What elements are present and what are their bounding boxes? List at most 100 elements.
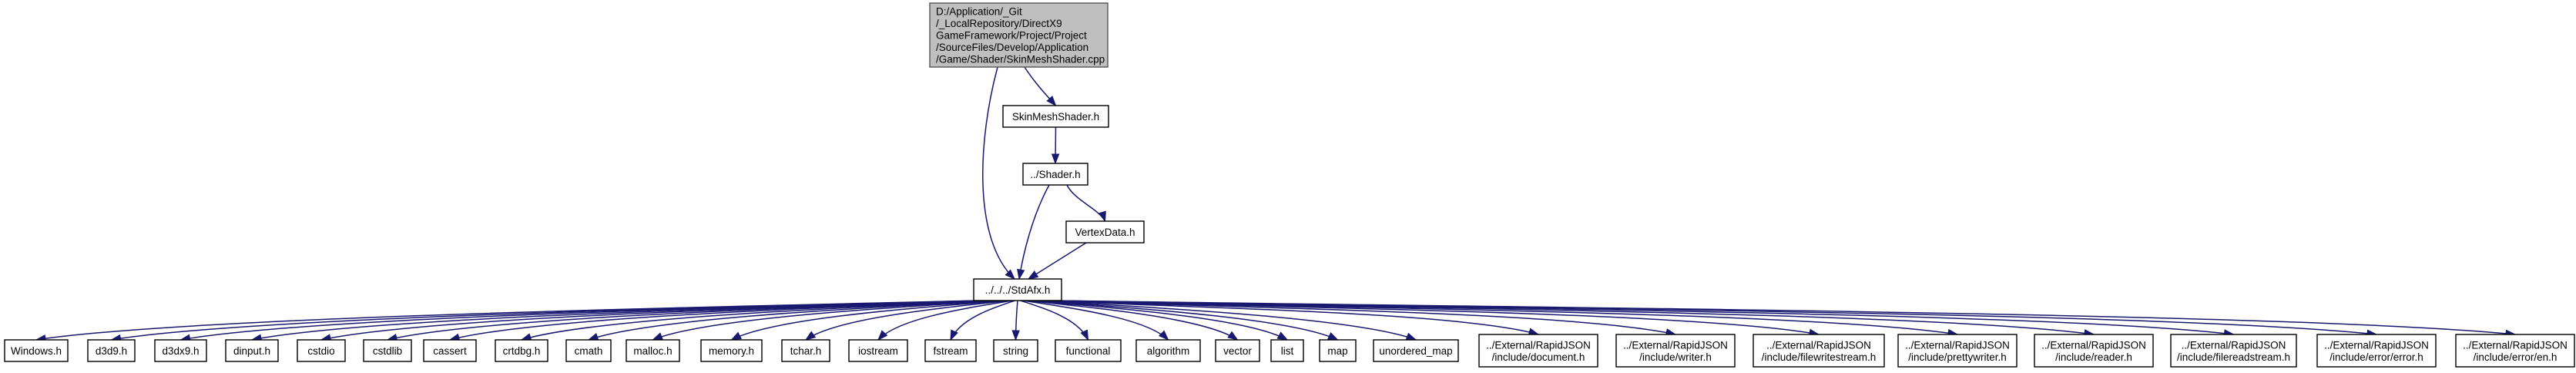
edge-line bbox=[1022, 300, 1169, 341]
node-box bbox=[87, 339, 136, 362]
edge-arrowhead bbox=[1276, 331, 1289, 341]
node-rj-filewritestream[interactable]: ../External/RapidJSON/include/filewrites… bbox=[1753, 334, 1885, 368]
node-algorithm[interactable]: algorithm bbox=[1135, 339, 1201, 362]
node-windows-h[interactable]: Windows.h bbox=[4, 339, 69, 362]
node-box bbox=[993, 339, 1038, 362]
node-box bbox=[1897, 334, 2018, 368]
node-dinput-h[interactable]: dinput.h bbox=[225, 339, 279, 362]
edge-arrowhead bbox=[804, 331, 817, 341]
edge-arrowhead bbox=[1080, 329, 1089, 341]
edge-stdafx-to-algorithm bbox=[1022, 300, 1169, 341]
node-root[interactable]: D:/Application/_Git/_LocalRepository/Dir… bbox=[929, 2, 1109, 68]
node-rj-error[interactable]: ../External/RapidJSON/include/error/erro… bbox=[2316, 334, 2437, 368]
node-label-line: string bbox=[1003, 345, 1028, 357]
node-shader-h[interactable]: ../Shader.h bbox=[1022, 163, 1088, 186]
node-box bbox=[700, 339, 763, 362]
node-box bbox=[848, 339, 908, 362]
edge-line bbox=[652, 300, 1005, 341]
edge-line bbox=[731, 300, 1008, 341]
node-unordered-map[interactable]: unordered_map bbox=[1373, 339, 1459, 362]
node-box bbox=[626, 339, 680, 362]
node-cmath[interactable]: cmath bbox=[565, 339, 612, 362]
node-label-line: ../External/RapidJSON bbox=[2463, 339, 2568, 351]
edge-arrowhead bbox=[1005, 269, 1016, 281]
edge-arrowhead bbox=[587, 332, 599, 341]
edge-arrowhead bbox=[1327, 331, 1339, 341]
node-cstdlib[interactable]: cstdlib bbox=[363, 339, 412, 362]
node-label-line: ../External/RapidJSON bbox=[2182, 339, 2286, 351]
graph-nodes: D:/Application/_Git/_LocalRepository/Dir… bbox=[4, 2, 2575, 368]
node-rj-error-en[interactable]: ../External/RapidJSON/include/error/en.h bbox=[2455, 334, 2575, 368]
node-label-line: fstream bbox=[933, 345, 968, 357]
edge-line bbox=[588, 300, 1002, 341]
node-label-line: /include/filereadstream.h bbox=[2177, 351, 2290, 363]
edge-arrowhead bbox=[1027, 270, 1039, 280]
node-label-line: ../External/RapidJSON bbox=[1486, 339, 1591, 351]
node-box bbox=[1022, 163, 1088, 186]
node-stdafx-h[interactable]: ../../../StdAfx.h bbox=[973, 278, 1062, 301]
node-skinmeshshader-h[interactable]: SkinMeshShader.h bbox=[1002, 105, 1109, 128]
node-label-line: /include/reader.h bbox=[2055, 351, 2132, 363]
edge-stdafx-to-list bbox=[1028, 300, 1289, 341]
node-memory-h[interactable]: memory.h bbox=[700, 339, 763, 362]
edge-root-to-stdafx bbox=[982, 66, 1016, 281]
node-label-line: ../External/RapidJSON bbox=[2324, 339, 2429, 351]
node-map[interactable]: map bbox=[1319, 339, 1357, 362]
node-box bbox=[1319, 339, 1357, 362]
node-rj-writer[interactable]: ../External/RapidJSON/include/writer.h bbox=[1615, 334, 1736, 368]
edge-line bbox=[1028, 300, 1288, 341]
edge-arrowhead bbox=[652, 332, 664, 341]
node-crtdbg-h[interactable]: crtdbg.h bbox=[495, 339, 548, 362]
edge-stdafx-to-vector bbox=[1025, 300, 1239, 341]
node-label-line: cstdio bbox=[307, 345, 334, 357]
edge-arrowhead bbox=[1405, 332, 1417, 341]
node-label-line: d3d9.h bbox=[96, 345, 127, 357]
node-rj-document[interactable]: ../External/RapidJSON/include/document.h bbox=[1478, 334, 1598, 368]
edge-root-to-skinmeshshader bbox=[1024, 66, 1057, 107]
node-tchar-h[interactable]: tchar.h bbox=[781, 339, 830, 362]
node-vector[interactable]: vector bbox=[1215, 339, 1260, 362]
node-cstdio[interactable]: cstdio bbox=[297, 339, 346, 362]
node-d3d9-h[interactable]: d3d9.h bbox=[87, 339, 136, 362]
node-label-line: /Game/Shader/SkinMeshShader.cpp bbox=[936, 54, 1105, 66]
node-box bbox=[1002, 105, 1109, 128]
node-malloc-h[interactable]: malloc.h bbox=[626, 339, 680, 362]
node-label-line: D:/Application/_Git bbox=[936, 6, 1022, 18]
node-box bbox=[1270, 339, 1304, 362]
node-label-line: GameFramework/Project/Project bbox=[936, 30, 1087, 42]
node-box bbox=[423, 339, 477, 362]
node-box bbox=[973, 278, 1062, 301]
node-box bbox=[1065, 220, 1145, 244]
node-d3dx9-h[interactable]: d3dx9.h bbox=[154, 339, 207, 362]
edge-arrowhead bbox=[1098, 210, 1106, 223]
node-box bbox=[363, 339, 412, 362]
node-box bbox=[1135, 339, 1201, 362]
node-iostream[interactable]: iostream bbox=[848, 339, 908, 362]
node-label-line: ../Shader.h bbox=[1030, 169, 1080, 180]
node-label-line: /include/error/en.h bbox=[2474, 351, 2558, 363]
node-rj-prettywriter[interactable]: ../External/RapidJSON/include/prettywrit… bbox=[1897, 334, 2018, 368]
node-rj-filereadstream[interactable]: ../External/RapidJSON/include/filereadst… bbox=[2170, 334, 2297, 368]
node-label-line: VertexData.h bbox=[1075, 227, 1135, 238]
node-vertexdata-h[interactable]: VertexData.h bbox=[1065, 220, 1145, 244]
node-rj-reader[interactable]: ../External/RapidJSON/include/reader.h bbox=[2034, 334, 2154, 368]
node-label-line: /SourceFiles/Develop/Application bbox=[936, 42, 1088, 53]
node-functional[interactable]: functional bbox=[1055, 339, 1122, 362]
edge-line bbox=[1038, 300, 1676, 335]
edge-arrowhead bbox=[1011, 330, 1020, 341]
node-label-line: Windows.h bbox=[11, 345, 62, 357]
edge-line bbox=[1018, 184, 1050, 280]
node-fstream[interactable]: fstream bbox=[924, 339, 977, 362]
node-label-line: ../External/RapidJSON bbox=[2041, 339, 2146, 351]
node-string[interactable]: string bbox=[993, 339, 1038, 362]
node-label-line: cassert bbox=[433, 345, 467, 357]
node-cassert[interactable]: cassert bbox=[423, 339, 477, 362]
edge-arrowhead bbox=[1227, 331, 1239, 341]
node-box bbox=[2316, 334, 2437, 368]
node-label-line: crtdbg.h bbox=[503, 345, 541, 357]
edge-line bbox=[1066, 184, 1106, 222]
node-list[interactable]: list bbox=[1270, 339, 1304, 362]
node-box bbox=[1373, 339, 1459, 362]
edge-line bbox=[1033, 300, 1417, 341]
node-label-line: /include/filewritestream.h bbox=[1762, 351, 1877, 363]
